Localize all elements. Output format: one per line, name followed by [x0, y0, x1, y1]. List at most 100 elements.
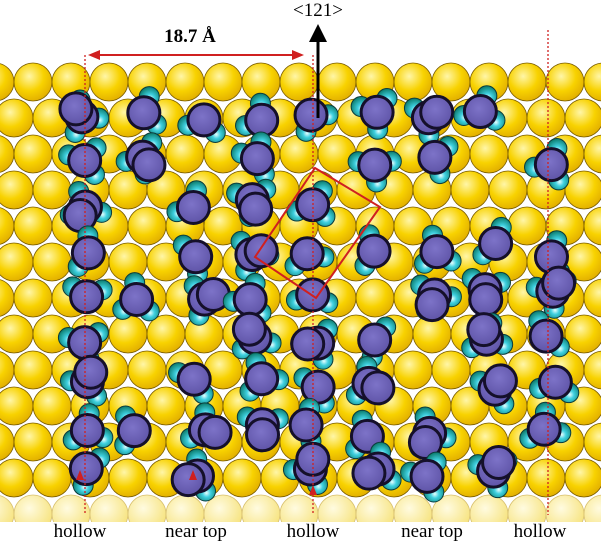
gold-atom [33, 387, 71, 425]
gold-atom [14, 495, 52, 533]
gold-atom [204, 63, 242, 101]
gold-atom [565, 315, 601, 353]
gold-atom [0, 63, 14, 101]
gold-atom [584, 135, 601, 173]
central-atom [128, 97, 160, 129]
central-atom [180, 241, 212, 273]
gold-atom [280, 135, 318, 173]
gold-atom [584, 423, 601, 461]
gold-atom [280, 63, 318, 101]
gold-atom [14, 207, 52, 245]
central-atom [411, 460, 443, 492]
central-atom [133, 149, 165, 181]
site-label: hollow [54, 521, 107, 542]
gold-atom [0, 171, 33, 209]
page: 18.7 Å <121> hollow near top hollow near… [0, 0, 601, 544]
central-atom [246, 363, 278, 395]
site-label: hollow [287, 521, 340, 542]
central-atom [71, 281, 103, 313]
central-atom [121, 284, 153, 316]
site-label: near top [165, 521, 227, 542]
gold-atom [128, 351, 166, 389]
central-atom [60, 93, 92, 125]
central-atom [118, 415, 150, 447]
gold-atom [14, 135, 52, 173]
central-atom [484, 365, 516, 397]
gold-atom [0, 135, 14, 173]
gold-atom [14, 279, 52, 317]
central-atom [295, 99, 327, 131]
gold-atom [147, 387, 185, 425]
central-atom [177, 191, 209, 223]
gold-atom [166, 63, 204, 101]
gold-atom [394, 63, 432, 101]
molecule [184, 276, 229, 326]
gold-atom [584, 495, 601, 533]
gold-atom [0, 279, 14, 317]
central-atom [188, 104, 220, 136]
gold-atom [166, 135, 204, 173]
central-atom [362, 372, 394, 404]
gold-atom [128, 495, 166, 533]
gold-atom [508, 63, 546, 101]
gold-atom [489, 171, 527, 209]
central-atom [470, 284, 502, 316]
gold-atom [546, 63, 584, 101]
central-atom [421, 236, 453, 268]
site-label: near top [401, 521, 463, 542]
gold-atom [90, 63, 128, 101]
dimension-label: 18.7 Å [164, 26, 216, 47]
gold-atom [470, 495, 508, 533]
gold-atom [432, 351, 470, 389]
gold-atom [14, 351, 52, 389]
gold-atom [242, 495, 280, 533]
gold-atom [508, 207, 546, 245]
gold-atom [565, 459, 601, 497]
gold-atom [356, 279, 394, 317]
gold-atom [470, 135, 508, 173]
gold-atom [565, 171, 601, 209]
gold-atom [584, 351, 601, 389]
central-atom [291, 238, 323, 270]
central-atom [172, 464, 204, 496]
central-atom [359, 149, 391, 181]
central-atom [419, 141, 451, 173]
arrow-head [292, 50, 304, 60]
gold-atom [0, 423, 14, 461]
gold-atom [0, 315, 33, 353]
gold-atom [0, 351, 14, 389]
central-atom [241, 143, 273, 175]
central-atom [70, 453, 102, 485]
central-atom [75, 356, 107, 388]
central-atom [234, 284, 266, 316]
gold-atom [109, 459, 147, 497]
gold-atom [223, 459, 261, 497]
gold-atom [0, 459, 33, 497]
gold-atom [0, 387, 33, 425]
gold-atom [0, 243, 33, 281]
central-atom [71, 414, 103, 446]
gold-atom [14, 423, 52, 461]
central-atom [530, 320, 562, 352]
arrow-head [309, 24, 327, 42]
gold-atom [0, 495, 14, 533]
central-atom [464, 96, 496, 128]
gold-atom [14, 63, 52, 101]
central-atom [240, 193, 272, 225]
central-atom [353, 457, 385, 489]
central-atom [178, 363, 210, 395]
direction-label: <121> [293, 0, 343, 21]
central-atom [361, 96, 393, 128]
central-atom [247, 419, 279, 451]
gold-atom [565, 99, 601, 137]
gold-atom [33, 243, 71, 281]
central-atom [528, 413, 560, 445]
gold-atom [584, 207, 601, 245]
central-atom [416, 289, 448, 321]
site-label: hollow [514, 521, 567, 542]
central-atom [199, 416, 231, 448]
gold-atom [356, 495, 394, 533]
central-atom [292, 328, 324, 360]
gold-atom [584, 279, 601, 317]
gold-atom [584, 63, 601, 101]
